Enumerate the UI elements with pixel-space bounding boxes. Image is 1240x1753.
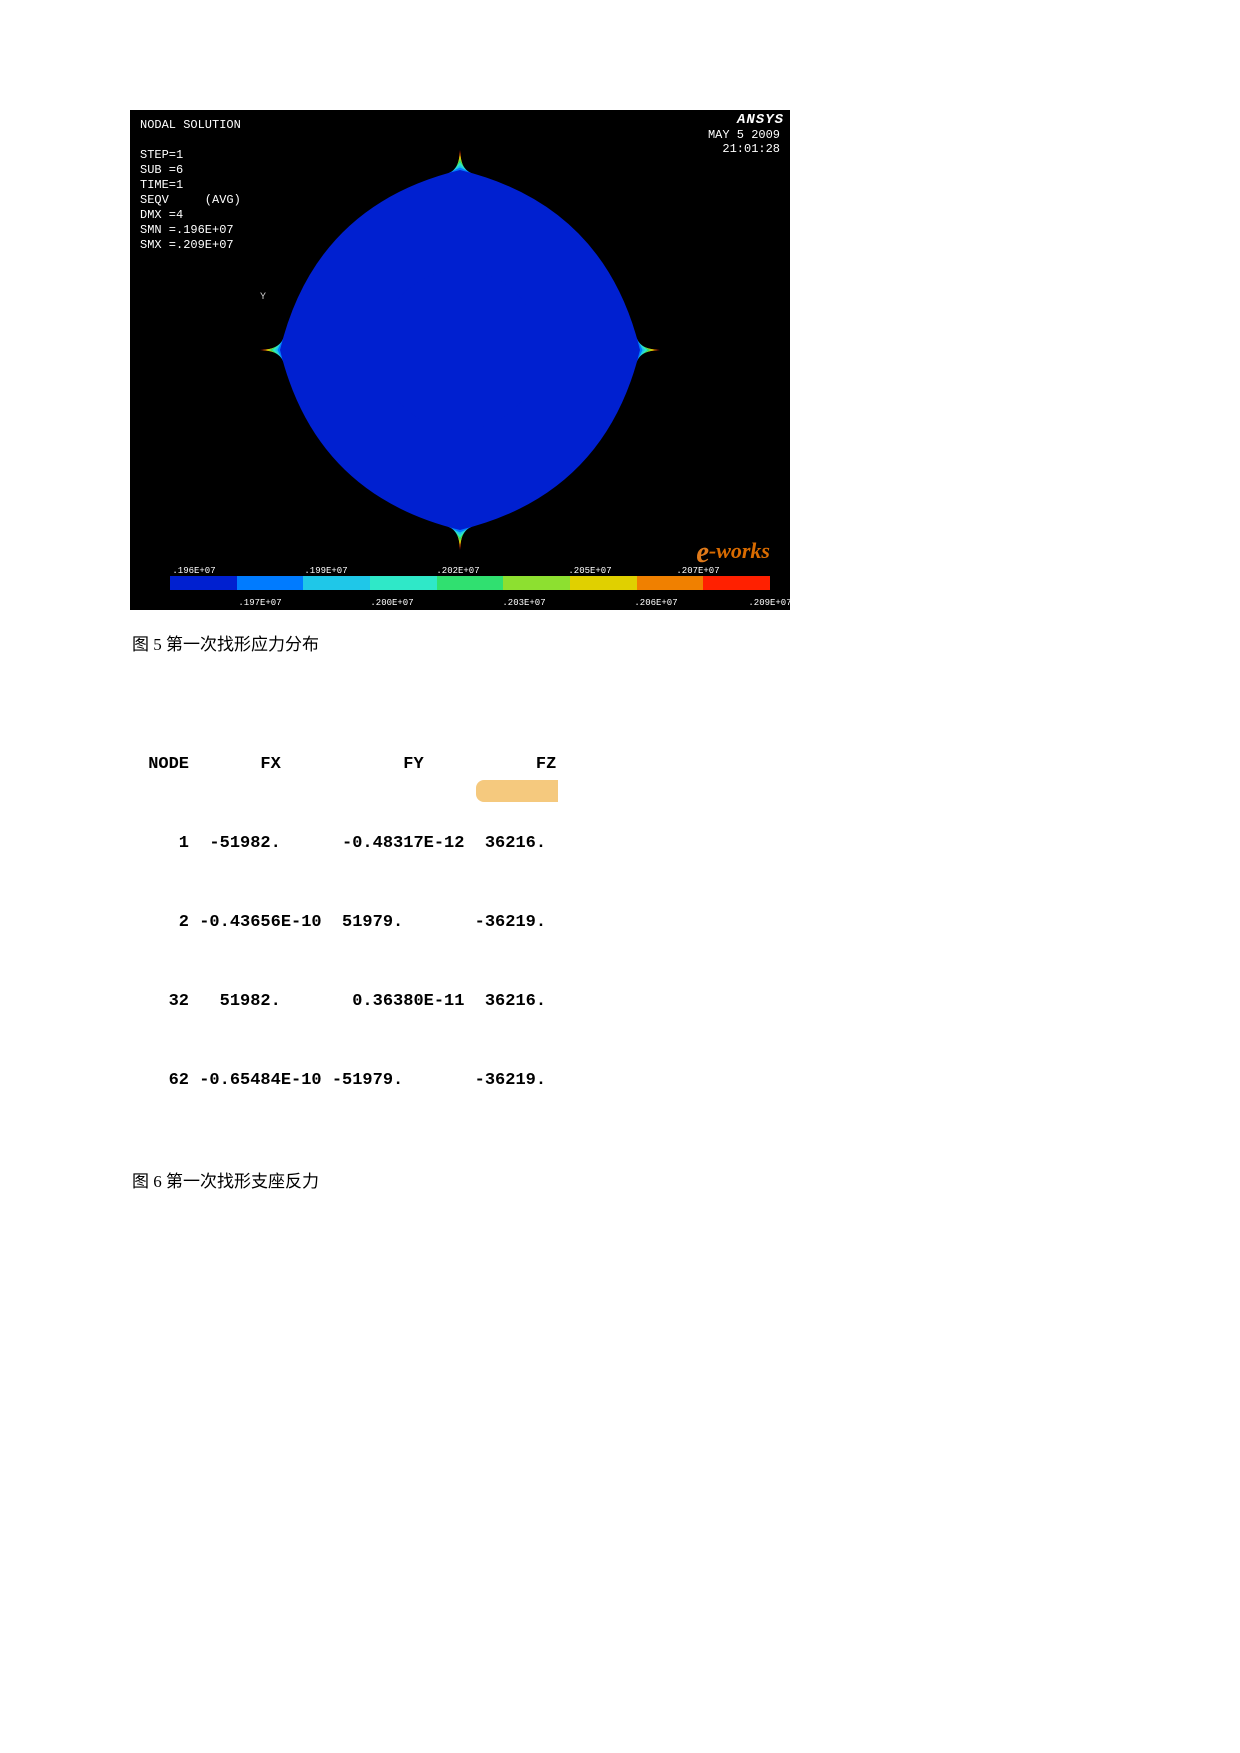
table-highlight [476, 780, 558, 802]
ansys-logo: ANSYS [737, 112, 784, 128]
legend-tick-label: .203E+07 [502, 598, 545, 608]
legend-tick-label: .196E+07 [172, 566, 215, 576]
legend-tick-label: .207E+07 [676, 566, 719, 576]
legend-segment [437, 576, 504, 590]
contour-svg [130, 140, 790, 560]
table-row: 32 51982. 0.36380E-11 36216. [138, 989, 1110, 1015]
legend-segment [570, 576, 637, 590]
node-reaction-table: NODE FX FY FZ 1 -51982. -0.48317E-12 362… [138, 673, 1110, 1147]
table-row: 62 -0.65484E-10 -51979. -36219. [138, 1068, 1110, 1094]
figure-5-caption: 图 5 第一次找形应力分布 [132, 630, 1108, 655]
legend-tick-label: .205E+07 [568, 566, 611, 576]
legend-segment [637, 576, 704, 590]
table-header-row: NODE FX FY FZ [138, 752, 1110, 778]
legend-tick-label: .209E+07 [748, 598, 791, 608]
legend-segment [303, 576, 370, 590]
legend-tick-label: .199E+07 [304, 566, 347, 576]
legend-segment [703, 576, 770, 590]
contour-plot-area: Y [130, 140, 790, 560]
legend-tick-label: .206E+07 [634, 598, 677, 608]
legend-segment [237, 576, 304, 590]
legend-tick-label: .202E+07 [436, 566, 479, 576]
ansys-contour-plot: ANSYS MAY 5 2009 21:01:28 NODAL SOLUTION… [130, 110, 790, 610]
table-row: 1 -51982. -0.48317E-12 36216. [138, 831, 1110, 857]
figure-6-caption: 图 6 第一次找形支座反力 [132, 1167, 1108, 1192]
legend-segment [170, 576, 237, 590]
legend-segment [503, 576, 570, 590]
legend-segment [370, 576, 437, 590]
y-axis-label: Y [260, 292, 266, 303]
table-row: 2 -0.43656E-10 51979. -36219. [138, 910, 1110, 936]
eworks-watermark: e-works [696, 532, 770, 566]
color-legend-bar [170, 576, 770, 590]
legend-tick-label: .197E+07 [238, 598, 281, 608]
legend-tick-label: .200E+07 [370, 598, 413, 608]
